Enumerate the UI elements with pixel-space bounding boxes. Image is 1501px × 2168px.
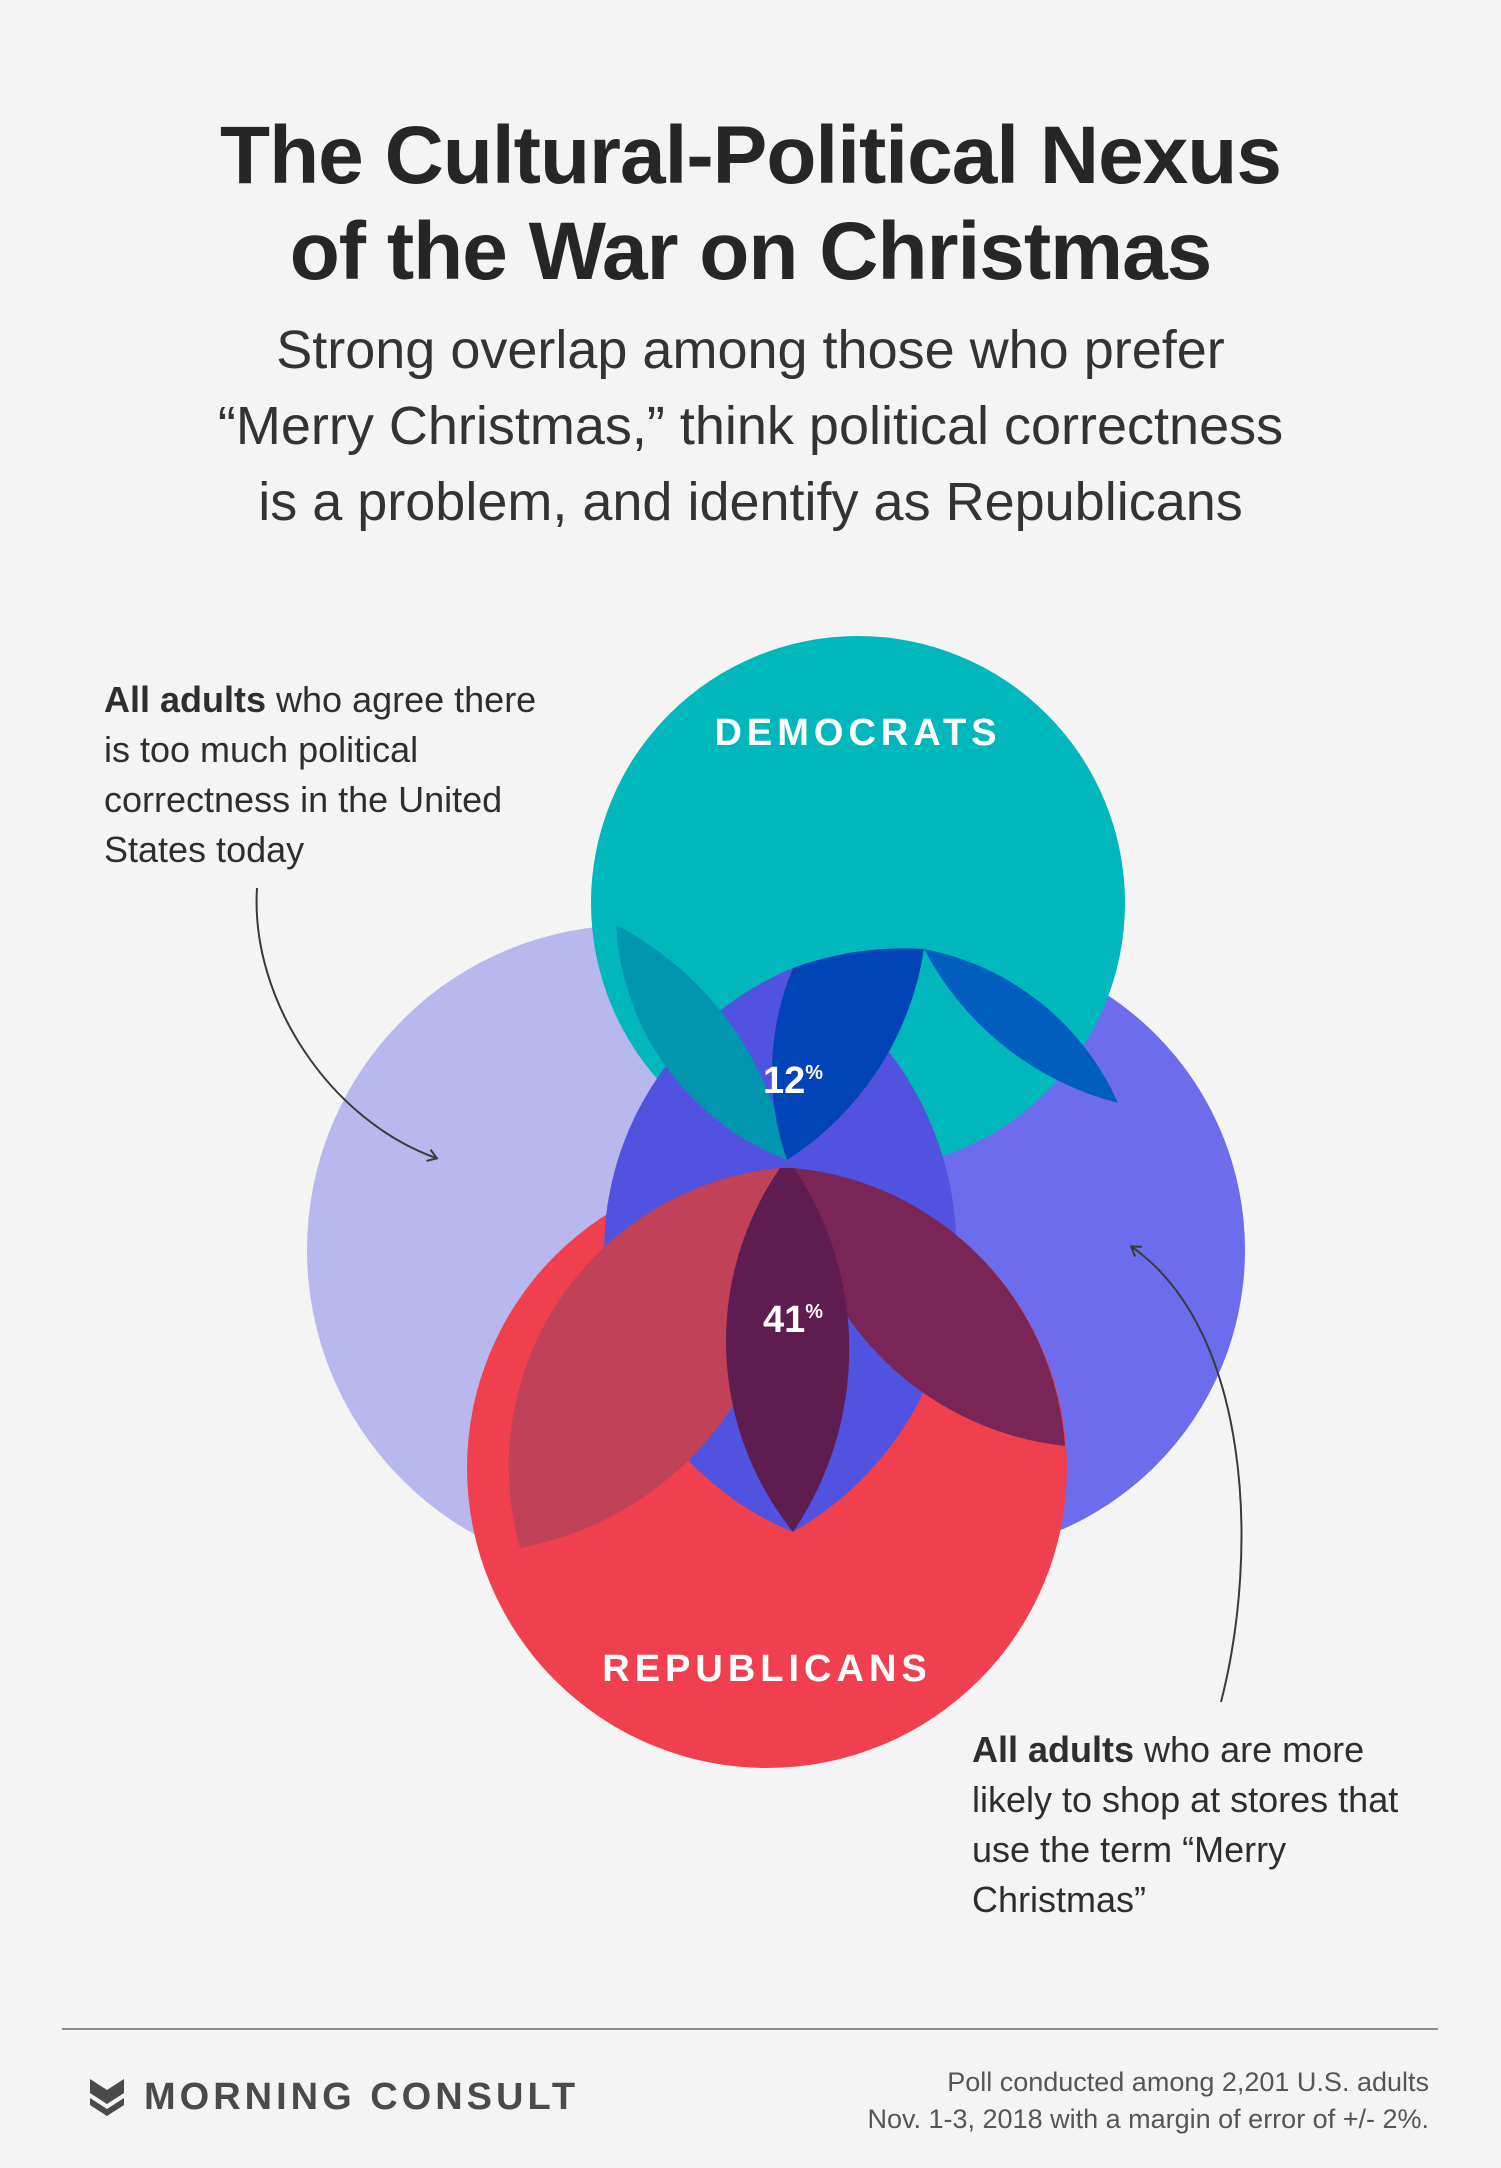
rep-overlap-number: 41	[763, 1299, 805, 1341]
rep-pc-mc-overlap	[726, 1167, 850, 1532]
footer-divider	[62, 2028, 1438, 2030]
footnote-line-1: Poll conducted among 2,201 U.S. adults	[947, 2067, 1429, 2097]
subtitle-line-3: is a problem, and identify as Republican…	[258, 472, 1243, 532]
subtitle: Strong overlap among those who prefer “M…	[0, 312, 1501, 540]
page-title: The Cultural-Political Nexus of the War …	[0, 108, 1501, 300]
rep-overlap-value: 41%	[763, 1299, 823, 1341]
political-correctness-note: All adults who agree there is too much p…	[104, 675, 564, 875]
subtitle-line-1: Strong overlap among those who prefer	[276, 320, 1225, 380]
brand-name: MORNING CONSULT	[144, 2075, 580, 2118]
rep-pc-overlap	[508, 1168, 786, 1548]
dem-mc-overlap	[924, 949, 1118, 1103]
title-line-1: The Cultural-Political Nexus	[220, 110, 1282, 201]
democrats-label: DEMOCRATS	[714, 712, 1001, 754]
merry-christmas-note: All adults who are more likely to shop a…	[972, 1725, 1452, 1925]
title-line-2: of the War on Christmas	[289, 206, 1213, 297]
left-pointer-arrow	[255, 887, 439, 1162]
republicans-label: REPUBLICANS	[602, 1648, 931, 1690]
rep-overlap-unit: %	[805, 1301, 823, 1323]
note-left-bold: All adults	[104, 679, 267, 720]
rep-mc-overlap	[794, 1168, 1065, 1446]
right-pointer-arrow	[1129, 1245, 1243, 1703]
dem-pc-overlap	[616, 925, 787, 1160]
dem-overlap-value: 12%	[763, 1060, 823, 1102]
note-left-text: who agree there is too much political co…	[104, 679, 537, 870]
note-right-bold: All adults	[972, 1729, 1135, 1770]
brand-logo: MORNING CONSULT	[88, 2075, 579, 2119]
note-right-text: who are more likely to shop at stores th…	[972, 1729, 1399, 1920]
dem-overlap-unit: %	[805, 1062, 823, 1084]
dem-overlap-number: 12	[763, 1060, 805, 1102]
poll-footnote: Poll conducted among 2,201 U.S. adults N…	[867, 2064, 1429, 2138]
subtitle-line-2: “Merry Christmas,” think political corre…	[217, 396, 1284, 456]
footnote-line-2: Nov. 1-3, 2018 with a margin of error of…	[867, 2104, 1429, 2134]
morning-consult-chevron-icon	[90, 2079, 124, 2116]
dem-pc-mc-overlap	[772, 948, 924, 1160]
